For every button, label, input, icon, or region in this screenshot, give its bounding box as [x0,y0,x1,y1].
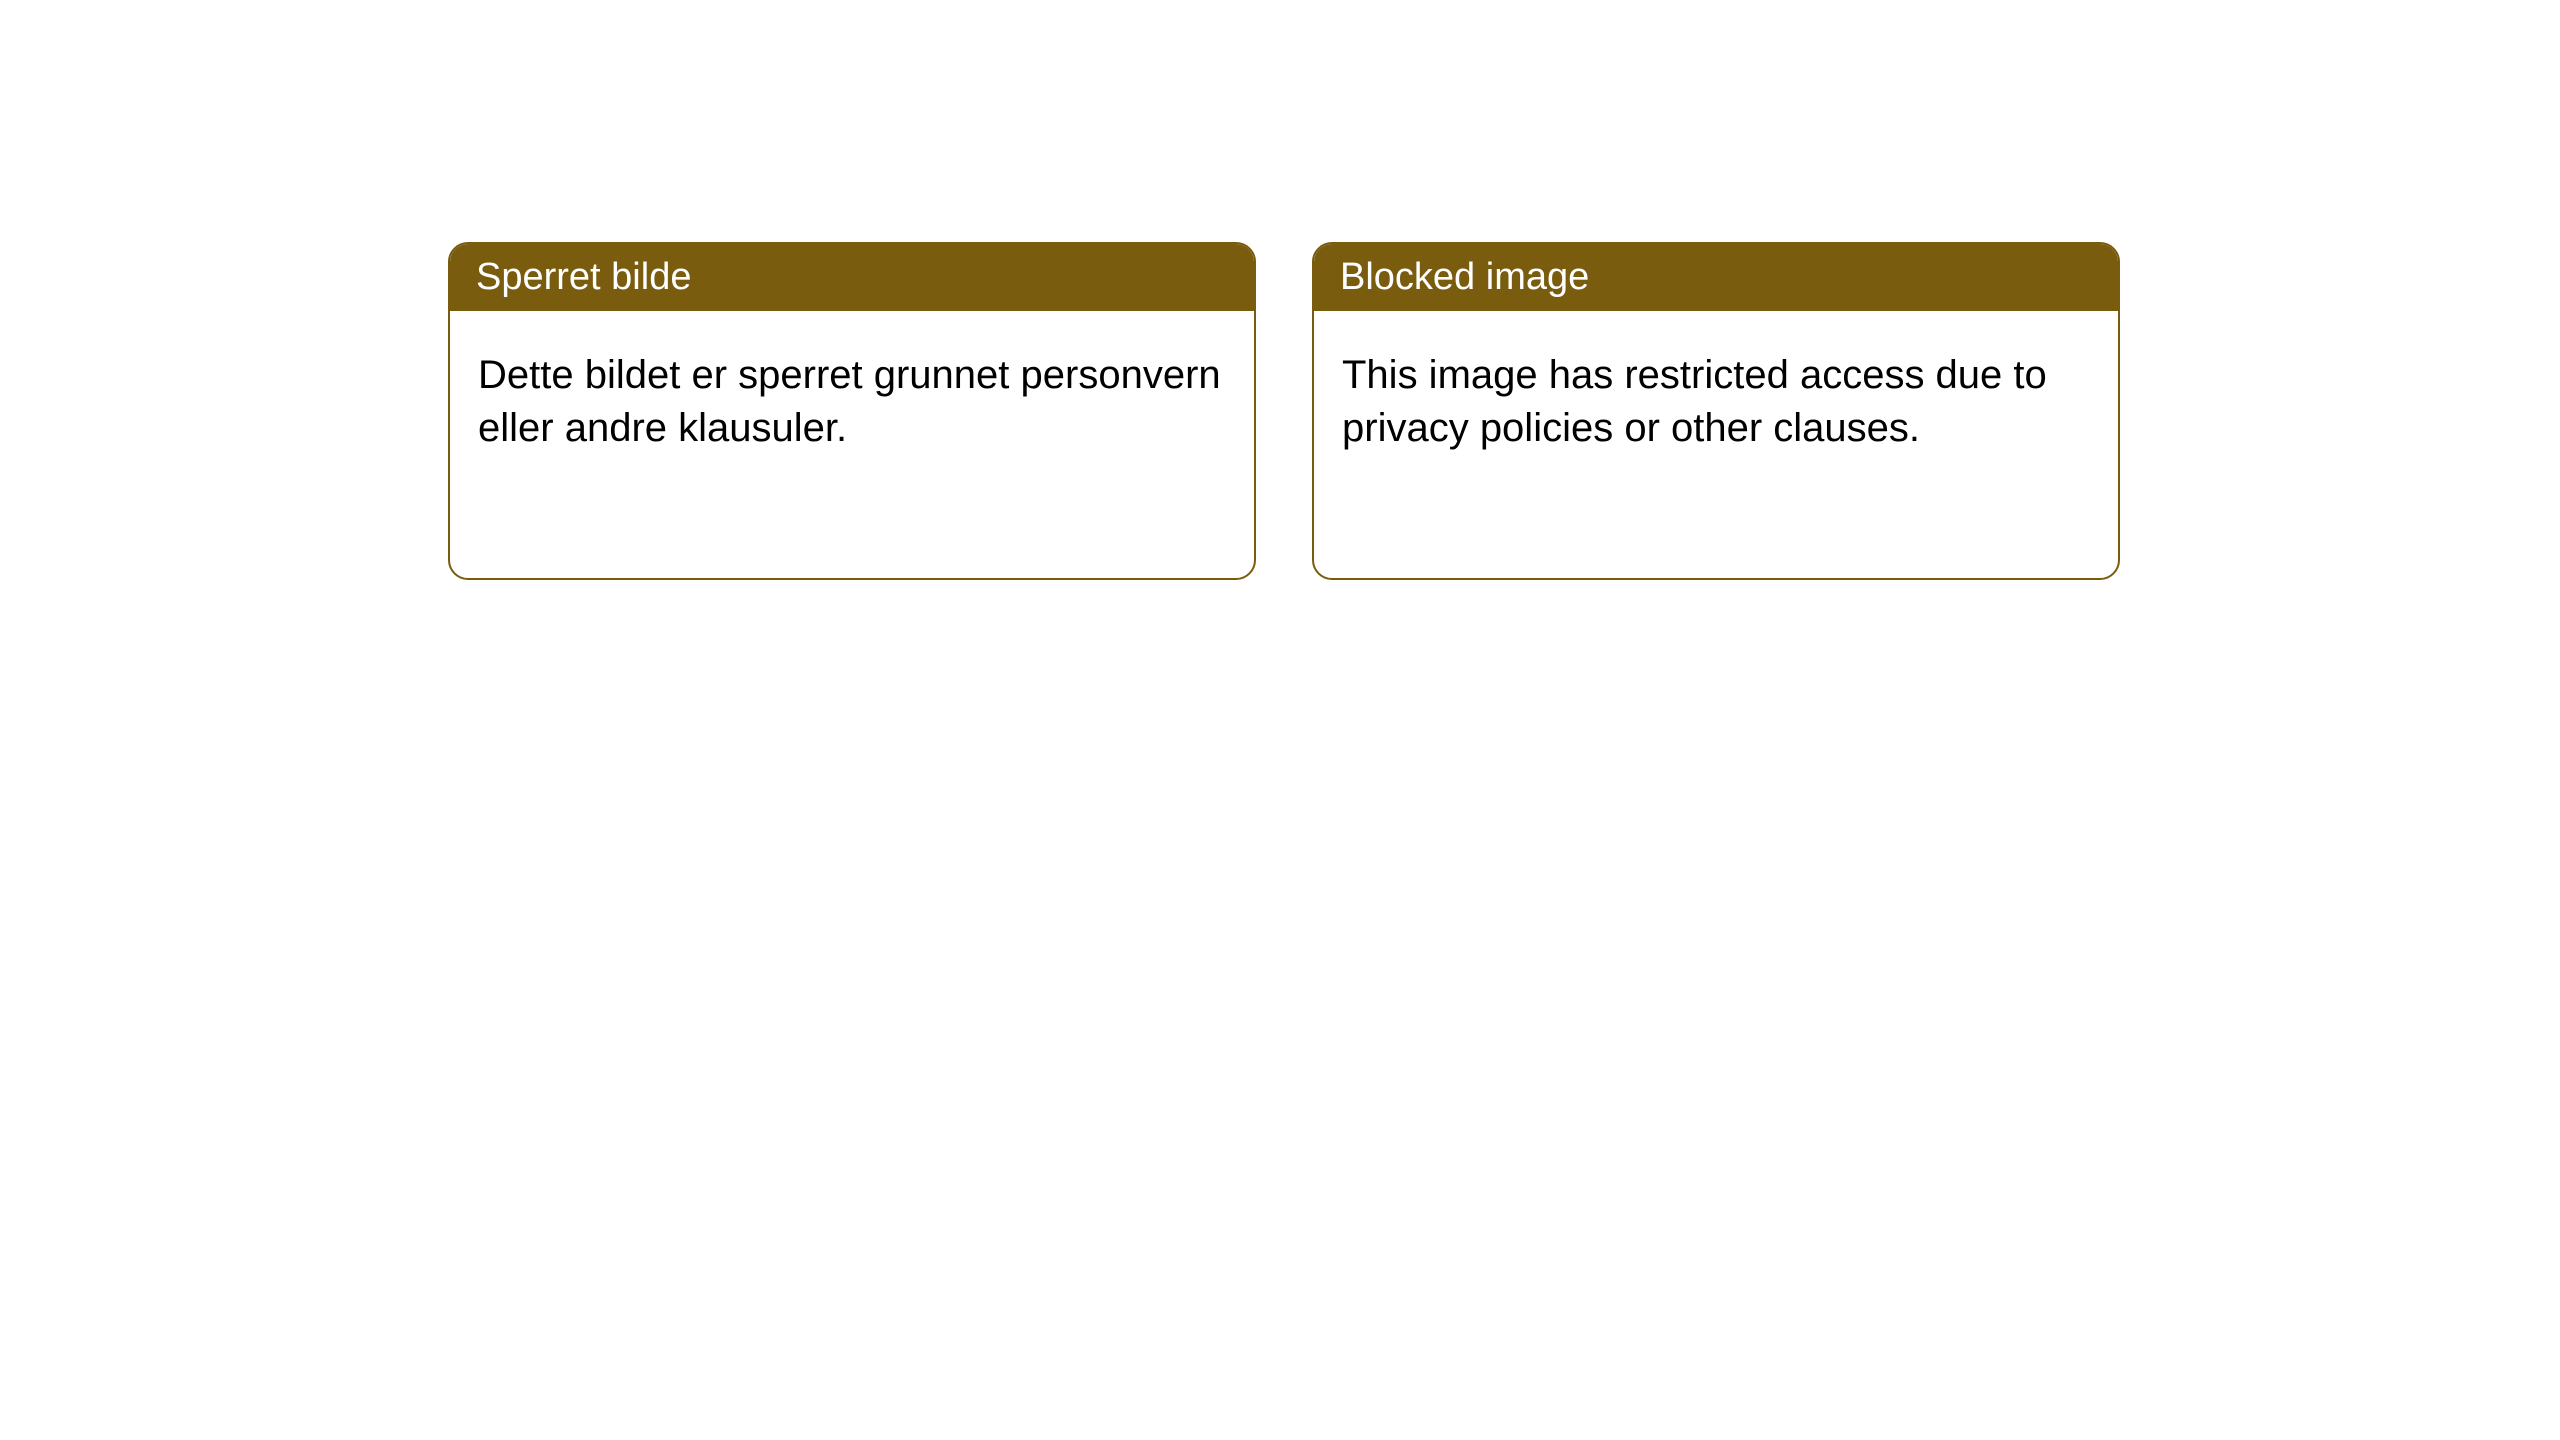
notice-card-english: Blocked image This image has restricted … [1312,242,2120,580]
notice-body-text: Dette bildet er sperret grunnet personve… [478,353,1221,450]
notice-title: Sperret bilde [476,256,691,298]
notice-card-body: Dette bildet er sperret grunnet personve… [450,311,1254,493]
notice-card-norwegian: Sperret bilde Dette bildet er sperret gr… [448,242,1256,580]
notice-card-body: This image has restricted access due to … [1314,311,2118,493]
notice-card-header: Sperret bilde [450,244,1254,311]
notice-title: Blocked image [1340,256,1589,298]
notice-container: Sperret bilde Dette bildet er sperret gr… [0,0,2560,580]
notice-card-header: Blocked image [1314,244,2118,311]
notice-body-text: This image has restricted access due to … [1342,353,2047,450]
